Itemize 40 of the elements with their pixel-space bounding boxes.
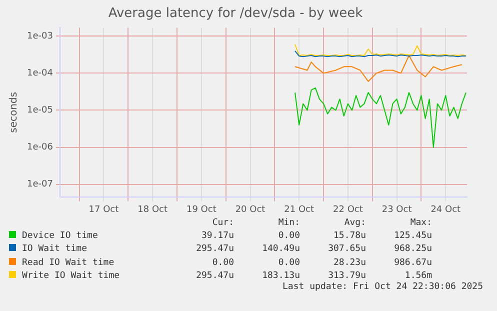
y-tick-label: 1e-06 [26, 142, 54, 153]
legend-label: Read IO Wait time [22, 258, 114, 268]
text: Min: [278, 218, 300, 228]
text: 39.17u [200, 230, 235, 242]
x-tick-label: 17 Oct [88, 204, 120, 215]
text: Avg: [344, 218, 366, 228]
text: 125.45u [393, 230, 433, 242]
text: 140.49u [261, 243, 301, 256]
text: 28.23u [332, 256, 367, 270]
y-tick-label: 1e-05 [26, 106, 53, 116]
text: 313.79u [327, 270, 367, 282]
text: Last update: Fri Oct 24 22:30:06 2025 [282, 282, 483, 292]
text: 295.47u [195, 270, 235, 283]
text: 183.13u [261, 270, 301, 282]
text: 986.67u [393, 256, 433, 270]
x-tick-label: 18 Oct [138, 204, 168, 215]
y-tick-label: 1e-04 [26, 68, 54, 79]
text: 295.47u [195, 243, 235, 256]
text: 968.25u [393, 243, 433, 256]
x-tick-label: 21 Oct [284, 204, 315, 215]
x-tick-label: 22 Oct [333, 204, 364, 215]
text: Max: [410, 218, 432, 228]
y-tick-label: 1e-07 [26, 180, 53, 190]
text: 0.00 [211, 256, 235, 270]
legend-label: IO Wait time [22, 244, 88, 254]
text: 1.56m [404, 270, 433, 282]
legend-label: Write IO Wait time [22, 271, 120, 281]
y-tick-label: 1e-03 [26, 31, 53, 42]
x-tick-label: 19 Oct [186, 204, 217, 215]
text: 307.65u [327, 243, 367, 256]
text: 0.00 [277, 230, 301, 242]
x-tick-label: 23 Oct [382, 204, 412, 215]
y-axis-title: seconds [8, 92, 20, 133]
x-tick-label: 24 Oct [430, 204, 462, 215]
text: 15.78u [332, 230, 367, 242]
text: Cur: [212, 218, 234, 228]
chart-title: Average latency for /dev/sda - by week [108, 6, 364, 22]
legend-label: Device IO time [22, 230, 98, 240]
x-tick-label: 20 Oct [235, 204, 266, 215]
text: 0.00 [277, 256, 301, 270]
